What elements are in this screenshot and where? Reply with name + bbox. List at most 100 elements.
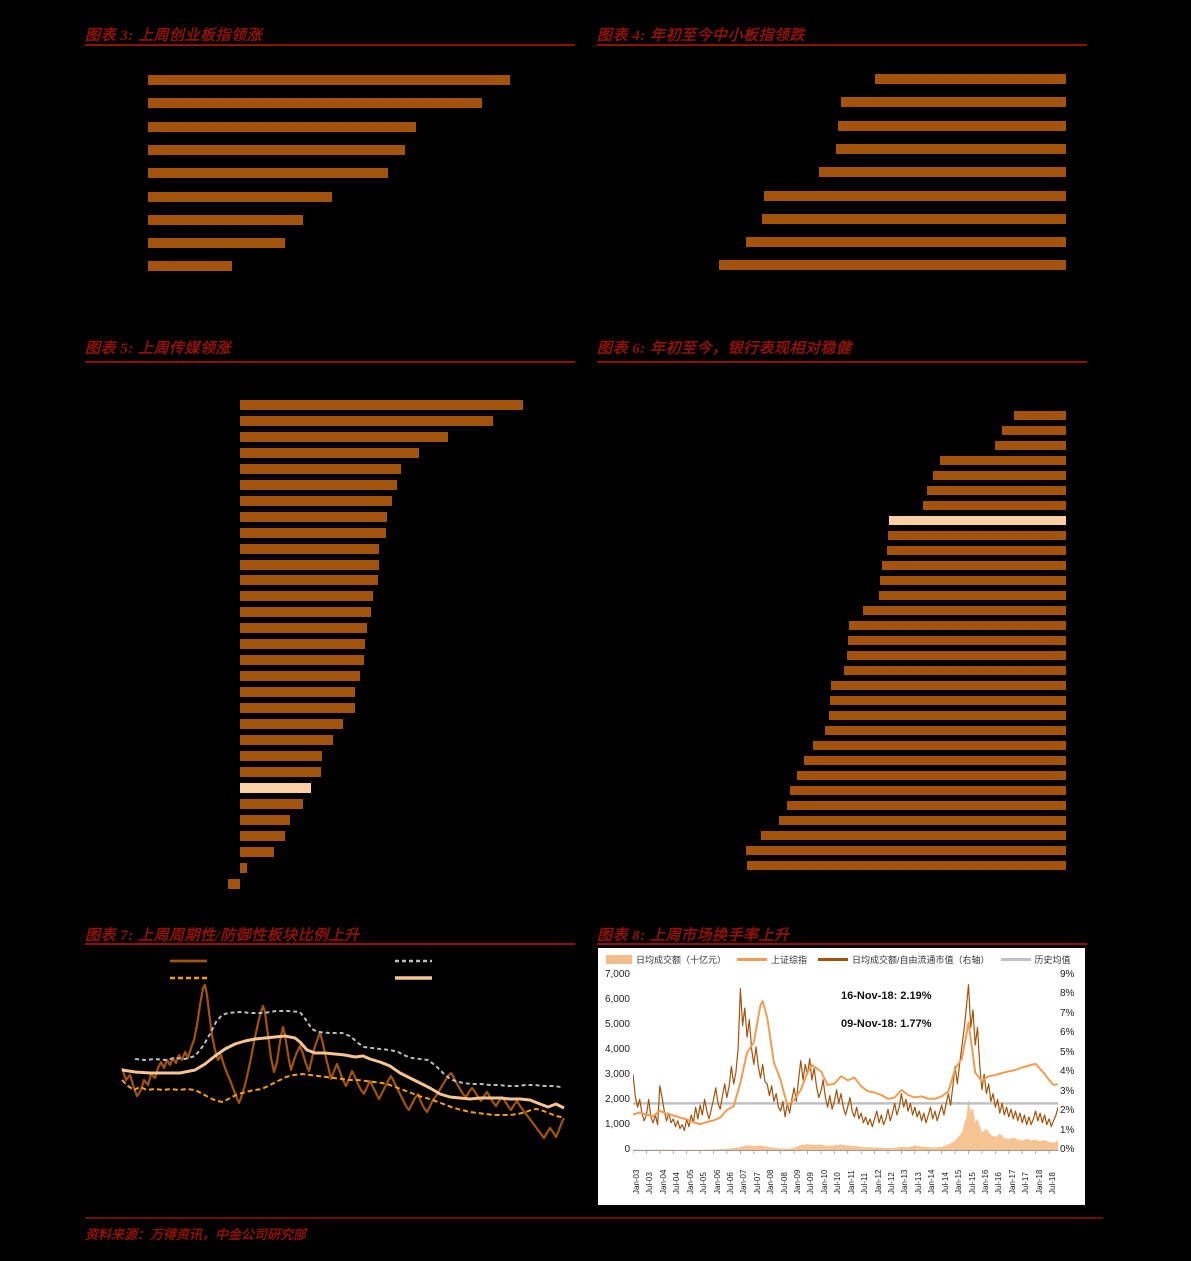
bar (779, 816, 1066, 825)
area-swatch-icon (606, 955, 632, 964)
bar-highlighted (889, 516, 1066, 525)
bar (825, 726, 1066, 735)
bar (762, 214, 1066, 224)
figure8-x-tick-label: Jul-05 (699, 1172, 709, 1194)
footer-rule (85, 1217, 1103, 1219)
bar (879, 591, 1066, 600)
bar (790, 786, 1066, 795)
figure8-x-tick-label: Jul-04 (672, 1172, 682, 1194)
figure8-right-axis-label: 0% (1060, 1144, 1075, 1155)
figure5-bar-chart (228, 400, 528, 900)
bar (804, 756, 1066, 765)
figure5-title-rule (85, 361, 575, 363)
figure8-x-tick-label: Jul-08 (779, 1172, 789, 1194)
bar (240, 591, 373, 601)
bar (797, 771, 1066, 780)
figure8-legend-label-szcomp: 上证综指 (771, 955, 808, 965)
figure8-x-tick-label: Jan-14 (927, 1169, 937, 1194)
figure8-legend-label-histavg: 历史均值 (1034, 955, 1071, 965)
line-swatch-icon (1000, 958, 1031, 961)
figure7-title: 图表 7: 上周周期性/防御性板块比例上升 (85, 928, 360, 944)
figure8-right-axis-label: 2% (1060, 1105, 1075, 1117)
figure8-left-axis-label: 5,000 (604, 1019, 630, 1030)
bar (240, 544, 379, 554)
figure8-legend-item-szcomp: 上证综指 (737, 953, 807, 966)
bar (923, 501, 1066, 510)
bar (148, 122, 416, 132)
bar (240, 863, 247, 873)
figure4-bar-chart (660, 74, 1066, 289)
bar (836, 144, 1066, 154)
figure8-right-axis-label: 6% (1060, 1027, 1075, 1039)
figure3-title-rule (85, 44, 575, 46)
bar (240, 432, 448, 442)
bar (940, 456, 1066, 465)
bar (746, 237, 1066, 247)
figure8-plot (633, 984, 1058, 1154)
bar (148, 261, 232, 271)
bar (747, 861, 1066, 870)
bar (829, 711, 1066, 720)
figure6-bar-chart (700, 411, 1066, 876)
figure8-title: 图表 8: 上周市场换手率上升 (597, 928, 790, 944)
figure8-left-axis-label: 1,000 (604, 1119, 630, 1130)
bar (764, 191, 1066, 201)
figure8-x-tick-label: Jul-07 (752, 1172, 762, 1194)
figure7-title-rule (85, 943, 575, 945)
figure8-x-tick-label: Jul-03 (645, 1172, 655, 1194)
bar (995, 441, 1066, 450)
figure8-legend-item-turnover: 日均成交额/自由流通市值（右轴） (818, 953, 990, 966)
bar (831, 681, 1066, 690)
figure7-series-dashed-orange (121, 1073, 565, 1119)
figure8-x-tick-label: Jan-05 (685, 1169, 695, 1194)
figure8-x-tick-label: Jan-04 (658, 1169, 668, 1194)
figure8-left-axis-label: 4,000 (604, 1044, 630, 1055)
figure8-x-tick-label: Jul-06 (725, 1172, 735, 1194)
figure8-legend-item-histavg: 历史均值 (1000, 953, 1071, 966)
figure8-x-tick-label: Jan-18 (1034, 1169, 1044, 1194)
figure8-annotation-current: 16-Nov-18: 2.19% (841, 990, 932, 1002)
figure8-x-tick-label: Jul-16 (994, 1172, 1004, 1194)
figure8-left-axis-label: 3,000 (604, 1069, 630, 1080)
bar (240, 400, 523, 410)
figure8-left-axis-label: 7,000 (604, 969, 630, 980)
bar (863, 606, 1066, 615)
figure8-title-rule (597, 943, 1087, 945)
bar (847, 651, 1066, 660)
bar (240, 799, 303, 809)
figure8-x-tick-label: Jul-18 (1048, 1172, 1058, 1194)
figure4-title: 图表 4: 年初至今中小板指领跌 (597, 28, 805, 44)
figure8-left-axis-label: 2,000 (604, 1094, 630, 1105)
bar (240, 607, 371, 617)
figure7-series-solid-brown (120, 983, 565, 1140)
bar-highlighted (240, 783, 311, 793)
figure8-left-axis-label: 6,000 (604, 994, 630, 1005)
figure8-legend-label-turnover: 日均成交额/自由流通市值（右轴） (852, 955, 990, 965)
figure8-right-axis-label: 5% (1060, 1046, 1075, 1058)
figure8-left-axis-label: 0 (624, 1144, 630, 1155)
bar (1002, 426, 1066, 435)
bar (240, 815, 290, 825)
figure8-series-szcomp (633, 1000, 1058, 1126)
figure8-x-tick-label: Jan-03 (632, 1169, 641, 1194)
figure8-x-tick-label: Jul-17 (1021, 1172, 1031, 1194)
bar (240, 655, 364, 665)
figure6-title: 图表 6: 年初至今，银行表现相对稳健 (597, 341, 852, 357)
bar (240, 639, 365, 649)
bar (148, 145, 405, 155)
bar (761, 831, 1066, 840)
bar (813, 741, 1066, 750)
bar (719, 260, 1066, 270)
figure8-x-tick-label: Jan-09 (793, 1169, 803, 1194)
figure8-legend-label-volume: 日均成交额（十亿元） (636, 955, 727, 965)
figure8-series-avg-turnover-area (633, 1098, 1058, 1150)
figure8-series-turnover-ratio (633, 984, 1058, 1132)
figure3-title: 图表 3: 上周创业板指领涨 (85, 28, 262, 44)
figure8-legend: 日均成交额（十亿元） 上证综指 日均成交额/自由流通市值（右轴） 历史均值 (606, 953, 1083, 966)
bar (240, 480, 397, 490)
figure8-legend-item-volume: 日均成交额（十亿元） (606, 953, 726, 966)
bar (240, 448, 419, 458)
figure7-series-solid-peach (121, 1034, 565, 1110)
figure8-right-axis-label: 1% (1060, 1124, 1075, 1136)
